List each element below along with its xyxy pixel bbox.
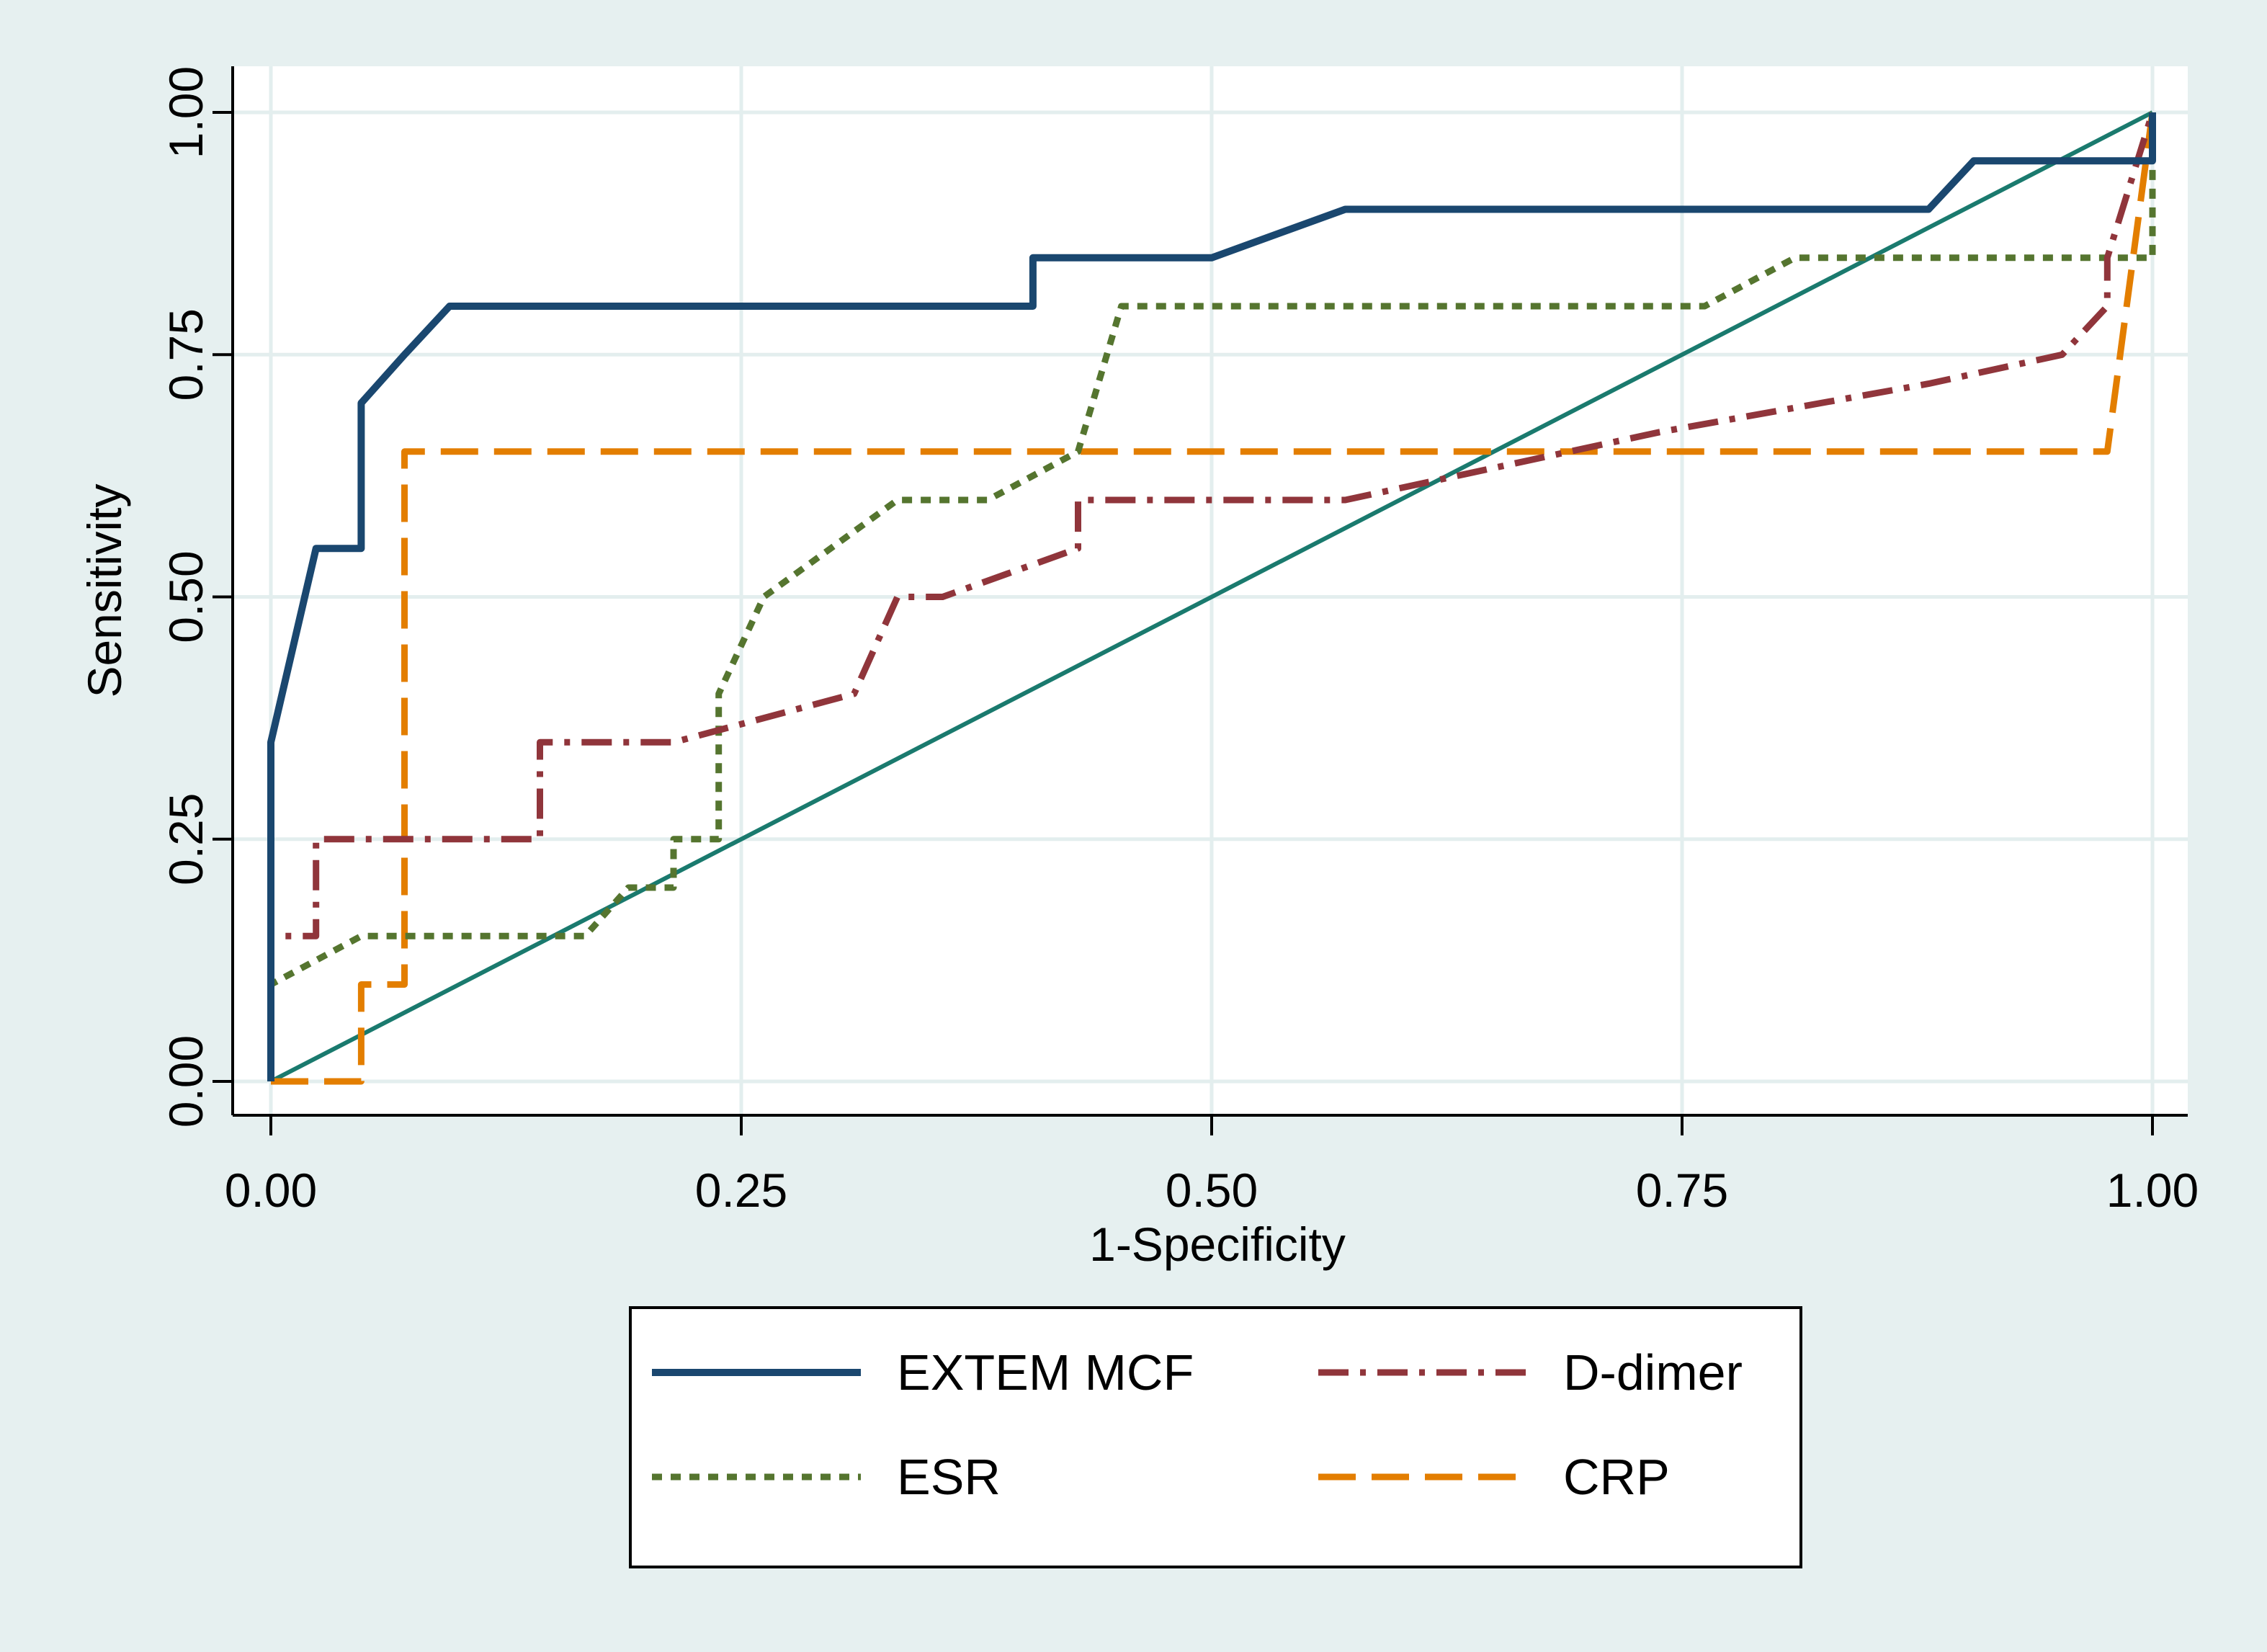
grid-lines: [233, 66, 2188, 1115]
y-tick-label-0: 0.00: [159, 1035, 213, 1128]
x-tick-label-4: 1.00: [2106, 1164, 2199, 1217]
legend-label-crp: CRP: [1563, 1449, 1670, 1505]
axes: [213, 66, 2188, 1135]
series-line-d-dimer: [267, 111, 2156, 1081]
series-line-extem-mcf: [267, 112, 2156, 1081]
x-tick-label-3: 0.75: [1636, 1164, 1728, 1217]
series-lines: [267, 110, 2156, 1085]
x-tick-label-2: 0.50: [1166, 1164, 1258, 1217]
x-axis-title: 1-Specificity: [1089, 1218, 1346, 1271]
tick-labels: 0.00 0.25 0.50 0.75 1.00 0.00 0.25 0.50 0.75 1.00: [159, 66, 2199, 1217]
legend: EXTEM MCF D-dimer ESR CRP: [629, 1306, 1802, 1568]
y-tick-label-2: 0.50: [159, 550, 213, 643]
y-tick-label-4: 1.00: [159, 66, 213, 158]
x-tick-label-0: 0.00: [225, 1164, 317, 1217]
series-line-crp: [271, 112, 2156, 1085]
reference-line: [269, 110, 2154, 1084]
y-tick-label-3: 0.75: [159, 308, 213, 401]
series-line-esr: [267, 112, 2156, 1081]
x-tick-label-1: 0.25: [695, 1164, 787, 1217]
y-axis-title: Sensitivity: [78, 483, 131, 697]
legend-label-d-dimer: D-dimer: [1563, 1344, 1743, 1401]
y-tick-label-1: 0.25: [159, 793, 213, 885]
legend-label-extem-mcf: EXTEM MCF: [897, 1344, 1194, 1401]
legend-label-esr: ESR: [897, 1449, 1001, 1505]
legend-box: [629, 1306, 1802, 1568]
